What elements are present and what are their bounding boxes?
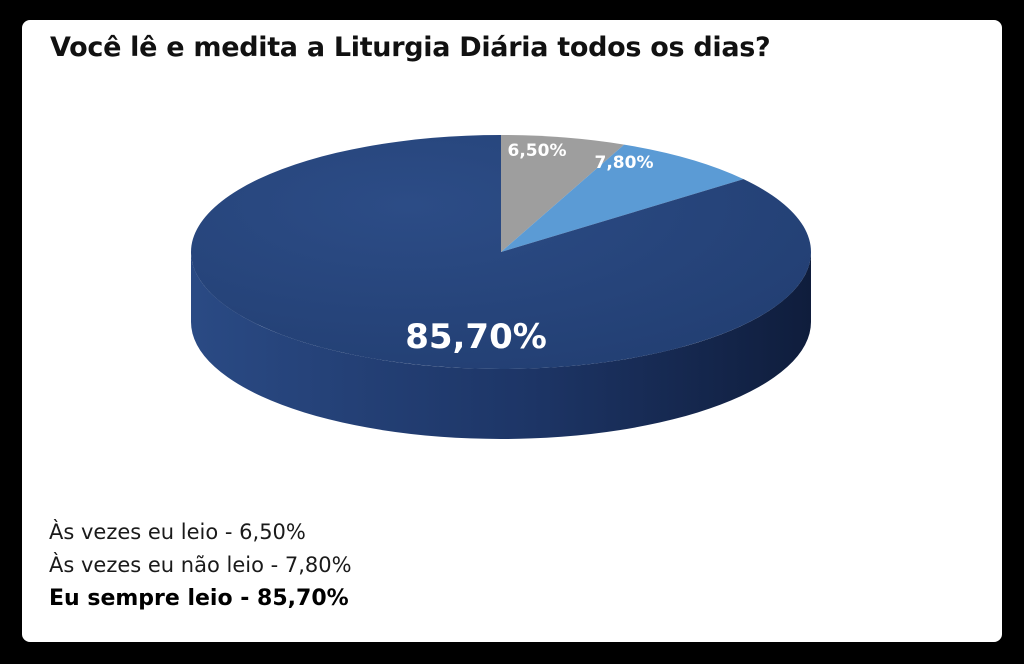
pie-slice-eu-sempre-leio <box>190 135 811 370</box>
legend-item-as-vezes-eu-nao-leio: Às vezes eu não leio - 7,80% <box>49 553 352 577</box>
legend: Às vezes eu leio - 6,50% Às vezes eu não… <box>49 516 352 615</box>
pie-chart: 6,50% 7,80% 85,70% <box>190 135 811 439</box>
chart-card: Você lê e medita a Liturgia Diária todos… <box>22 20 1002 642</box>
pie-slice-as-vezes-eu-leio <box>501 135 625 252</box>
pie-3d-side <box>191 252 811 439</box>
legend-item-as-vezes-eu-leio: Às vezes eu leio - 6,50% <box>49 520 306 544</box>
chart-title: Você lê e medita a Liturgia Diária todos… <box>50 32 771 63</box>
pie-slice-as-vezes-eu-nao-leio <box>501 144 744 252</box>
data-label-as-vezes-eu-nao-leio: 7,80% <box>595 153 654 173</box>
data-label-eu-sempre-leio: 85,70% <box>405 317 547 357</box>
data-label-as-vezes-eu-leio: 6,50% <box>508 141 567 161</box>
legend-item-eu-sempre-leio: Eu sempre leio - 85,70% <box>49 586 349 611</box>
